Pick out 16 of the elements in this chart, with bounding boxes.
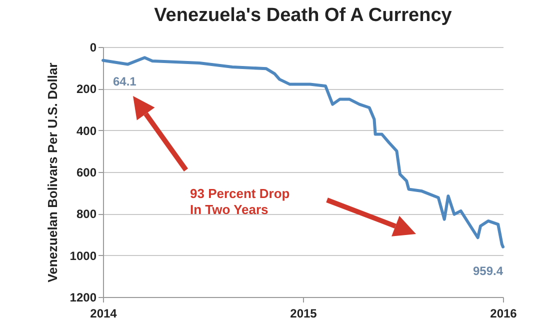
chart-title: Venezuela's Death Of A Currency (154, 5, 452, 26)
line-series (102, 56, 504, 248)
y-tick-label: 200 (76, 82, 97, 96)
y-tick-label: 400 (76, 124, 97, 138)
x-tick-label: 2016 (490, 306, 518, 320)
x-tick-label: 2014 (90, 306, 118, 320)
y-tick-label: 800 (76, 207, 97, 222)
y-axis-title: Venezuelan Bolivars Per U.S. Dollar (44, 62, 60, 282)
annotation: 959.4 (472, 264, 504, 278)
y-tick-label: 0 (90, 40, 97, 54)
y-tick-label: 1200 (70, 290, 97, 304)
annotation: 64.1 (113, 74, 137, 88)
x-tick-label: 2015 (290, 306, 318, 320)
annotation: 93 Percent Drop In Two Years (190, 186, 290, 218)
y-tick-label: 600 (76, 166, 97, 180)
y-tick-label: 1000 (70, 248, 97, 263)
